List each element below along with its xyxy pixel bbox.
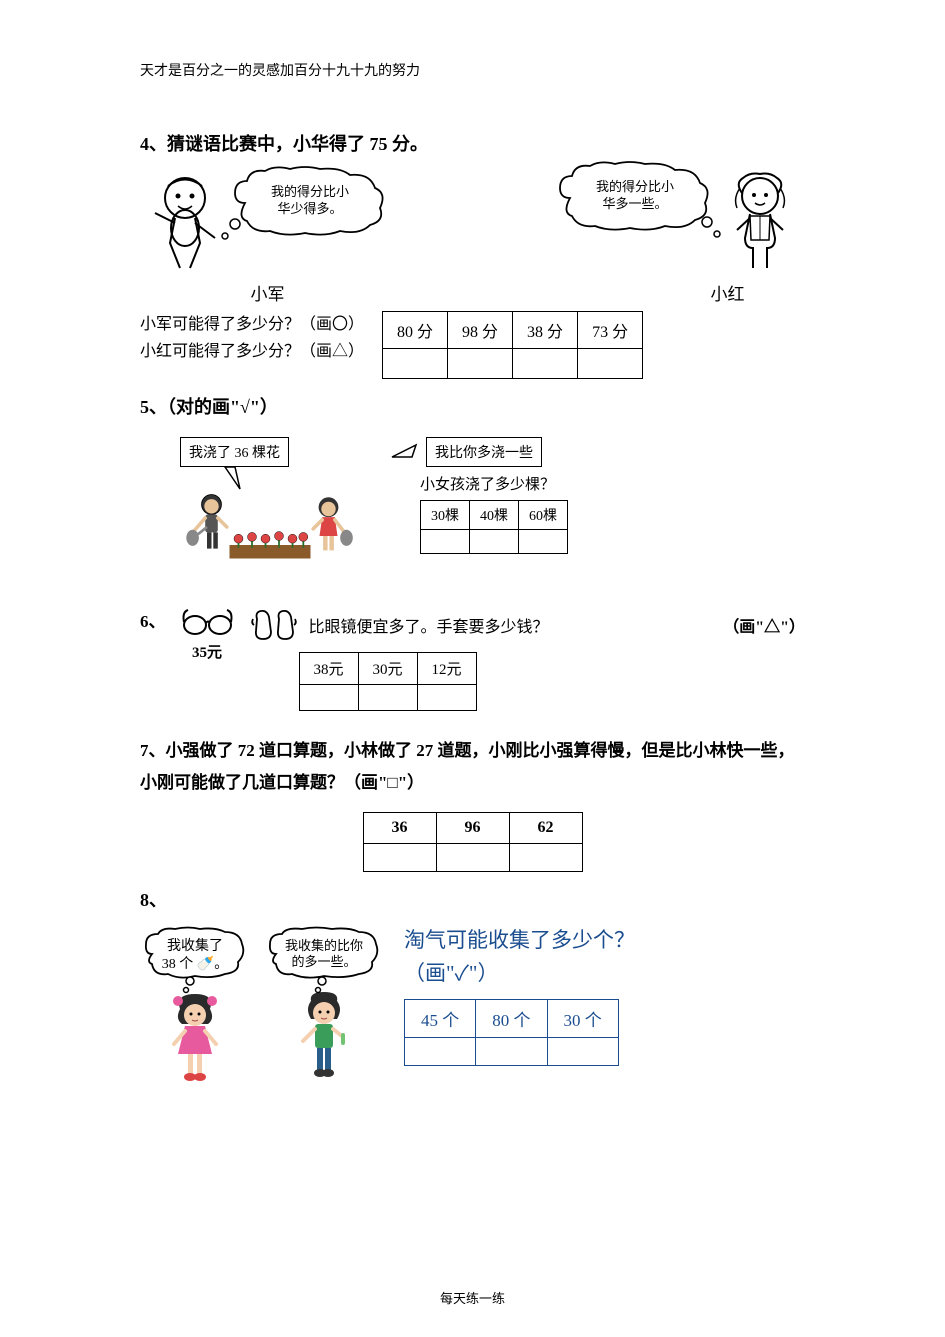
q8-char-2: 我收集的比你 的多一些。: [264, 924, 384, 1089]
bubble-dots-icon: [695, 216, 725, 246]
table-row: 38元 30元 12元: [299, 653, 476, 685]
header-note: 天才是百分之一的灵感加百分十九十九的努力: [140, 60, 805, 80]
table-cell: 38元: [299, 653, 358, 685]
q4-left-figure: 我的得分比小 华少得多。 小军: [140, 168, 395, 305]
q6-number: 6、: [140, 607, 166, 632]
q8-speech2-l1: 我收集的比你: [264, 938, 384, 955]
answer-cell[interactable]: [509, 843, 582, 871]
glasses-icon: [180, 607, 235, 637]
gloves-icon: [249, 607, 299, 642]
answer-cell[interactable]: [470, 530, 519, 554]
table-cell: 30 个: [547, 999, 618, 1037]
svg-text:我的得分比小: 我的得分比小: [271, 184, 349, 199]
bubble-tail-icon: [312, 976, 332, 996]
answer-cell[interactable]: [299, 685, 358, 711]
q4-name-left: 小军: [251, 280, 285, 305]
answer-cell[interactable]: [417, 685, 476, 711]
kids-watering-icon: [180, 482, 360, 572]
answer-cell[interactable]: [513, 349, 578, 379]
q4-questions: 小军可能得了多少分？（画〇） 小红可能得了多少分？（画△）: [140, 311, 364, 365]
q6-table: 38元 30元 12元: [299, 652, 477, 711]
answer-cell[interactable]: [405, 1037, 476, 1065]
q5-title: 5、（对的画"√"）: [140, 393, 805, 419]
girl-pink-icon: [160, 989, 230, 1089]
svg-text:我的得分比小: 我的得分比小: [596, 179, 674, 194]
q8-table: 45 个 80 个 30 个: [404, 999, 619, 1066]
svg-text:华少得多。: 华少得多。: [277, 201, 342, 216]
table-cell: 96: [436, 812, 509, 843]
q8-speech1-l1: 我收集了: [140, 938, 250, 956]
table-cell: 36: [363, 812, 436, 843]
q8-speech1-l2: 38 个: [162, 957, 194, 972]
table-cell: 30元: [358, 653, 417, 685]
table-row: 45 个 80 个 30 个: [405, 999, 619, 1037]
q4-right-figure: 我的得分比小 华多一些。: [550, 168, 805, 305]
thought-bubble-left-icon: 我的得分比小 华少得多。: [225, 163, 395, 243]
q4-table: 80 分 98 分 38 分 73 分: [382, 311, 643, 379]
bubble-dots-icon: [217, 218, 247, 248]
table-cell: 73 分: [578, 312, 643, 349]
boy-green-icon: [289, 989, 359, 1089]
table-cell: 38 分: [513, 312, 578, 349]
table-cell: 80 个: [476, 999, 547, 1037]
question-6: 6、 35元 比眼镜便宜多了。手套要多少钱？ （画"△"） 38元 30元 12…: [140, 607, 805, 711]
q5-speech-right: 我比你多浇一些: [426, 437, 542, 467]
table-row: 80 分 98 分 38 分 73 分: [383, 312, 643, 349]
q6-hint: （画"△"）: [723, 613, 805, 637]
table-row[interactable]: [299, 685, 476, 711]
table-row[interactable]: [421, 530, 568, 554]
q7-text: 7、小强做了 72 道口算题，小林做了 27 道题，小刚比小强算得慢，但是比小林…: [140, 735, 805, 800]
table-cell: 12元: [417, 653, 476, 685]
answer-cell[interactable]: [547, 1037, 618, 1065]
table-cell: 30棵: [421, 501, 470, 530]
table-row: 30棵 40棵 60棵: [421, 501, 568, 530]
speech-pointer-right-icon: [390, 443, 418, 461]
girl-character-icon: [715, 168, 805, 278]
q4-title: 4、猜谜语比赛中，小华得了 75 分。: [140, 130, 805, 156]
table-cell: 40棵: [470, 501, 519, 530]
q8-question: 淘气可能收集了多少个？ （画"✓"）: [404, 924, 805, 991]
table-row[interactable]: [383, 349, 643, 379]
table-cell: 98 分: [448, 312, 513, 349]
answer-cell[interactable]: [383, 349, 448, 379]
answer-cell[interactable]: [358, 685, 417, 711]
answer-cell[interactable]: [363, 843, 436, 871]
answer-cell[interactable]: [519, 530, 568, 554]
question-4: 4、猜谜语比赛中，小华得了 75 分。 我的得分比小: [140, 130, 805, 379]
question-8: 8、 我收集了 38 个 🍼。: [140, 886, 805, 1089]
q4-name-right: 小红: [711, 280, 745, 305]
q8-char-1: 我收集了 38 个 🍼。: [140, 924, 250, 1089]
answer-cell[interactable]: [448, 349, 513, 379]
table-cell: 60棵: [519, 501, 568, 530]
answer-cell[interactable]: [436, 843, 509, 871]
q6-price: 35元: [192, 641, 222, 662]
footer: 每天练一练: [0, 1288, 945, 1307]
question-7: 7、小强做了 72 道口算题，小林做了 27 道题，小刚比小强算得慢，但是比小林…: [140, 735, 805, 872]
q5-table: 30棵 40棵 60棵: [420, 500, 568, 554]
bubble-tail-icon: [180, 976, 200, 996]
svg-text:华多一些。: 华多一些。: [602, 196, 667, 211]
question-5: 5、（对的画"√"） 我浇了 36 棵花: [140, 393, 805, 577]
q8-title: 8、: [140, 886, 805, 912]
table-row[interactable]: [405, 1037, 619, 1065]
q5-speech-left: 我浇了 36 棵花: [180, 437, 289, 467]
table-row: 36 96 62: [363, 812, 582, 843]
q4-question2: 小红可能得了多少分？（画△）: [140, 338, 364, 365]
table-row[interactable]: [363, 843, 582, 871]
q5-question: 小女孩浇了多少棵？: [420, 473, 805, 494]
q8-question-l1: 淘气可能收集了多少个？: [404, 924, 805, 958]
q7-table: 36 96 62: [363, 812, 583, 872]
table-cell: 80 分: [383, 312, 448, 349]
answer-cell[interactable]: [476, 1037, 547, 1065]
answer-cell[interactable]: [578, 349, 643, 379]
q8-question-l2: （画"✓"）: [404, 957, 805, 991]
q8-speech2-l2: 的多一些。: [264, 954, 384, 971]
q4-question1: 小军可能得了多少分？（画〇）: [140, 311, 364, 338]
table-cell: 45 个: [405, 999, 476, 1037]
q6-text: 比眼镜便宜多了。手套要多少钱？: [309, 613, 549, 637]
table-cell: 62: [509, 812, 582, 843]
answer-cell[interactable]: [421, 530, 470, 554]
